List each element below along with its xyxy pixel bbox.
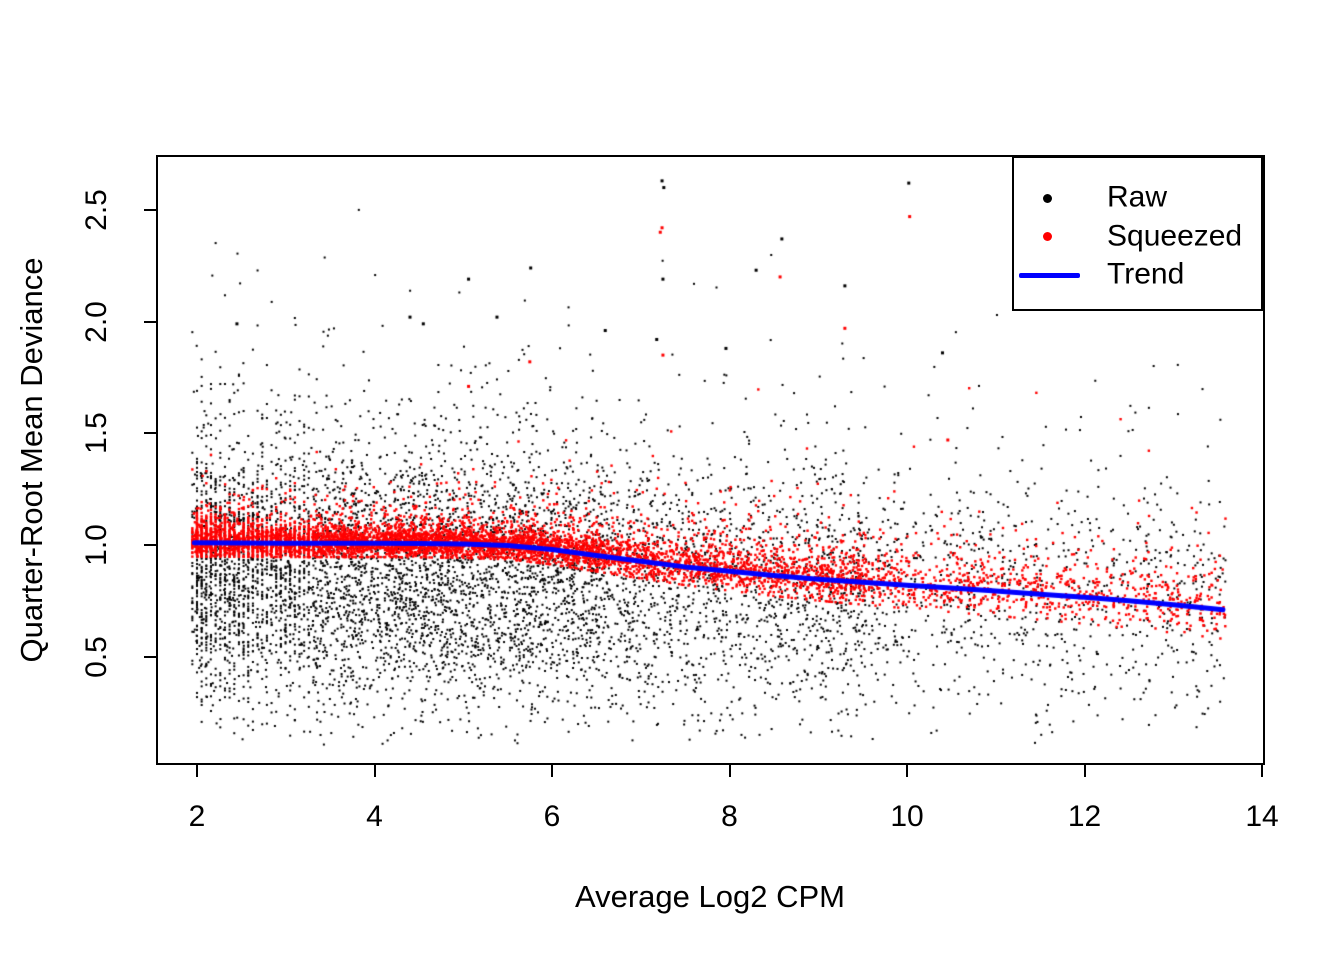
x-tick-label: 8 <box>721 800 738 833</box>
raw-point-marker-icon <box>1043 193 1052 203</box>
plot-frame <box>156 155 1265 765</box>
x-tick <box>1083 764 1086 777</box>
y-tick <box>144 432 157 435</box>
x-axis-title: Average Log2 CPM <box>575 879 845 914</box>
y-axis-title: Quarter-Root Mean Deviance <box>14 257 49 663</box>
x-tick <box>196 764 198 777</box>
x-tick <box>906 764 908 777</box>
x-tick-label: 10 <box>890 800 924 833</box>
squeezed-point-marker-icon <box>1043 232 1052 241</box>
legend-box: Raw Squeezed Trend <box>1012 156 1263 311</box>
x-tick-label: 6 <box>543 800 561 833</box>
y-tick-label: 2.0 <box>80 300 113 343</box>
legend-row-squeezed: Squeezed <box>1014 218 1261 253</box>
legend-label-squeezed: Squeezed <box>1107 218 1243 252</box>
legend-label-trend: Trend <box>1107 257 1185 291</box>
y-tick-label: 0.5 <box>80 635 113 678</box>
y-tick <box>144 544 157 546</box>
x-tick <box>551 764 553 777</box>
x-tick-label: 14 <box>1245 800 1279 833</box>
y-tick-label: 1.5 <box>80 412 113 455</box>
y-tick <box>144 208 157 211</box>
legend-row-trend: Trend <box>1014 257 1261 291</box>
y-tick <box>144 655 157 658</box>
legend-label-raw: Raw <box>1107 180 1168 214</box>
y-tick-label: 2.5 <box>80 189 113 231</box>
x-tick-label: 12 <box>1067 800 1102 833</box>
x-tick <box>1261 764 1263 777</box>
x-tick-label: 2 <box>188 800 206 833</box>
x-tick <box>728 764 731 777</box>
x-tick <box>373 764 376 777</box>
x-tick-label: 4 <box>366 800 383 833</box>
y-tick <box>144 320 157 323</box>
trend-line-marker-icon <box>1019 272 1080 278</box>
legend-row-raw: Raw <box>1014 180 1261 214</box>
y-tick-label: 1.0 <box>80 524 113 566</box>
